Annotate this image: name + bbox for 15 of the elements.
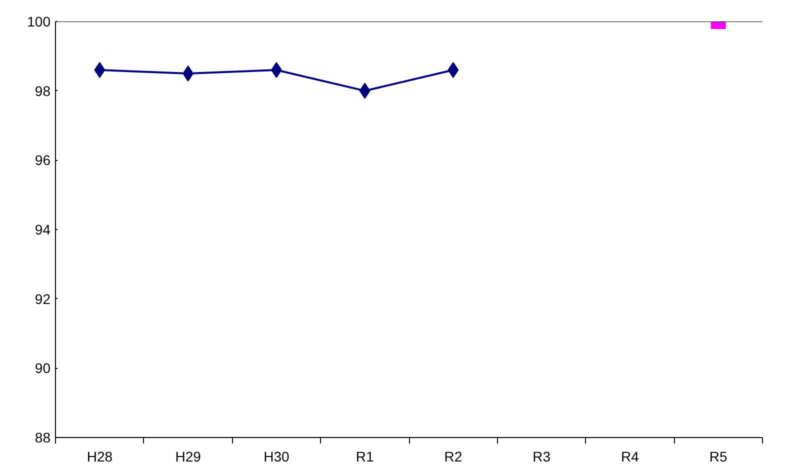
x-tick-label: R5 bbox=[709, 448, 728, 464]
x-tick-label: R2 bbox=[444, 448, 462, 464]
y-tick-label: 100 bbox=[27, 14, 51, 30]
y-tick-label: 98 bbox=[34, 82, 51, 99]
y-tick-label: 96 bbox=[34, 152, 51, 168]
x-tick-label: R4 bbox=[620, 448, 640, 464]
x-tick-label: H28 bbox=[86, 448, 113, 464]
x-tick-label: H29 bbox=[175, 448, 202, 464]
x-tick-label: R1 bbox=[356, 448, 374, 464]
y-tick-label: 90 bbox=[34, 360, 51, 376]
y-tick-label: 94 bbox=[34, 222, 51, 238]
y-tick-label: 88 bbox=[34, 430, 51, 446]
x-tick-label: R3 bbox=[532, 448, 551, 464]
y-tick-label: 92 bbox=[34, 290, 51, 307]
x-tick-label: H30 bbox=[264, 448, 290, 464]
